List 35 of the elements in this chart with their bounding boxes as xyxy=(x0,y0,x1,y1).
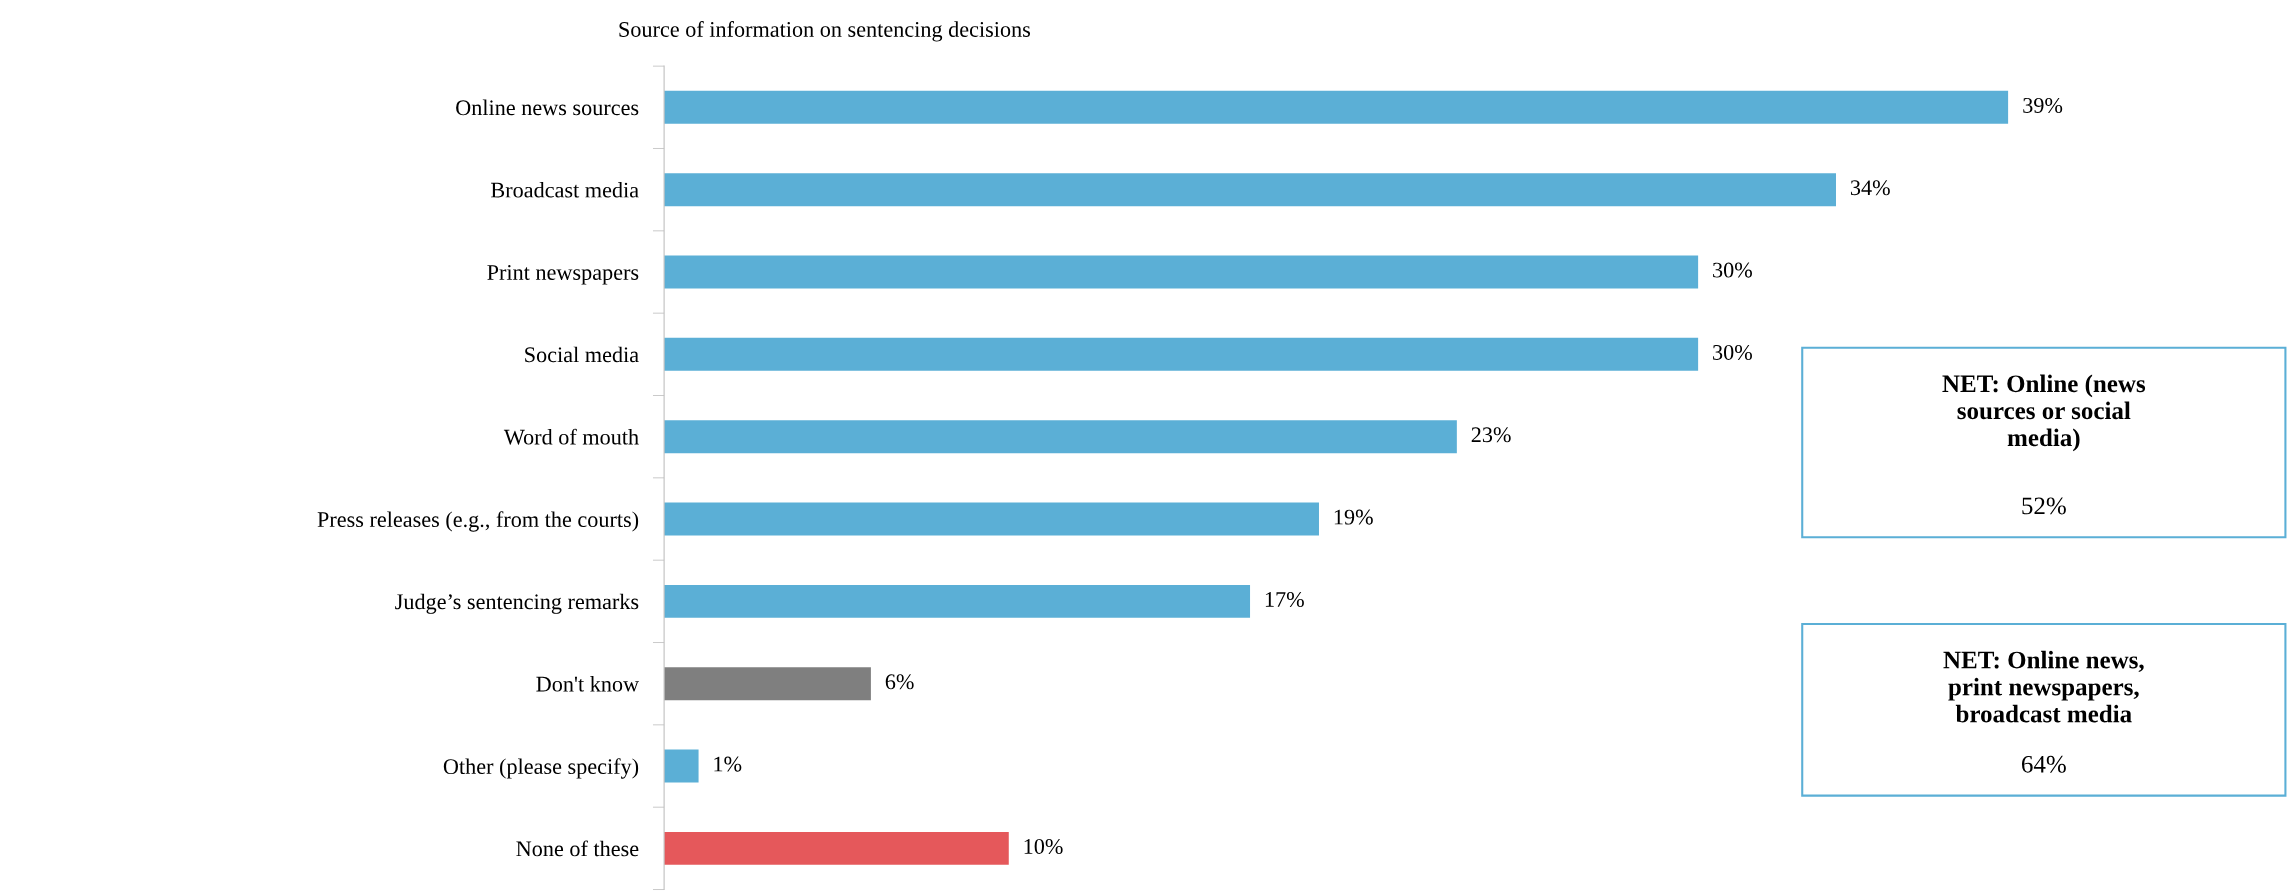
annotation: NET: Online news, print newspapers, broadcast media xyxy=(1943,650,2144,723)
bar xyxy=(664,90,2009,124)
y-tick-label: Online news sources xyxy=(456,99,639,116)
data-label: 30% xyxy=(1713,262,1752,278)
bar xyxy=(664,337,1699,371)
data-label: 39% xyxy=(2023,97,2063,113)
y-tick-label: Social media xyxy=(525,346,639,363)
bar xyxy=(664,420,1457,454)
chart-title: Source of information on sentencing decisions xyxy=(619,21,1031,42)
data-label: 23% xyxy=(1471,427,1511,443)
y-tick-label: None of these xyxy=(516,840,639,857)
bar xyxy=(664,667,871,701)
annotation: NET: Online (news sources or social media) xyxy=(1942,374,2146,452)
y-tick-label: Other (please specify) xyxy=(443,758,639,779)
bar xyxy=(664,255,1699,289)
y-tick-label: Print newspapers xyxy=(487,264,639,285)
bar xyxy=(664,173,1836,207)
data-label: 34% xyxy=(1850,180,1890,196)
y-tick-label: Broadcast media xyxy=(491,181,639,198)
text: 64% xyxy=(2021,755,2066,773)
y-tick-label: Press releases (e.g., from the courts) xyxy=(317,511,639,532)
bar xyxy=(664,749,699,783)
data-label: 1% xyxy=(714,756,742,772)
data-label: 10% xyxy=(1024,838,1063,854)
bar xyxy=(664,502,1319,536)
y-tick-label: Judge’s sentencing remarks xyxy=(395,593,639,614)
data-label: 30% xyxy=(1713,344,1752,360)
data-label: 17% xyxy=(1265,591,1304,607)
data-label: 6% xyxy=(885,674,914,690)
y-tick-label: Don't know xyxy=(536,675,639,692)
bar xyxy=(664,831,1009,865)
bar xyxy=(664,584,1251,618)
text: 52% xyxy=(2022,497,2066,515)
data-label: 19% xyxy=(1334,509,1373,525)
y-tick-label: Word of mouth xyxy=(503,428,639,445)
